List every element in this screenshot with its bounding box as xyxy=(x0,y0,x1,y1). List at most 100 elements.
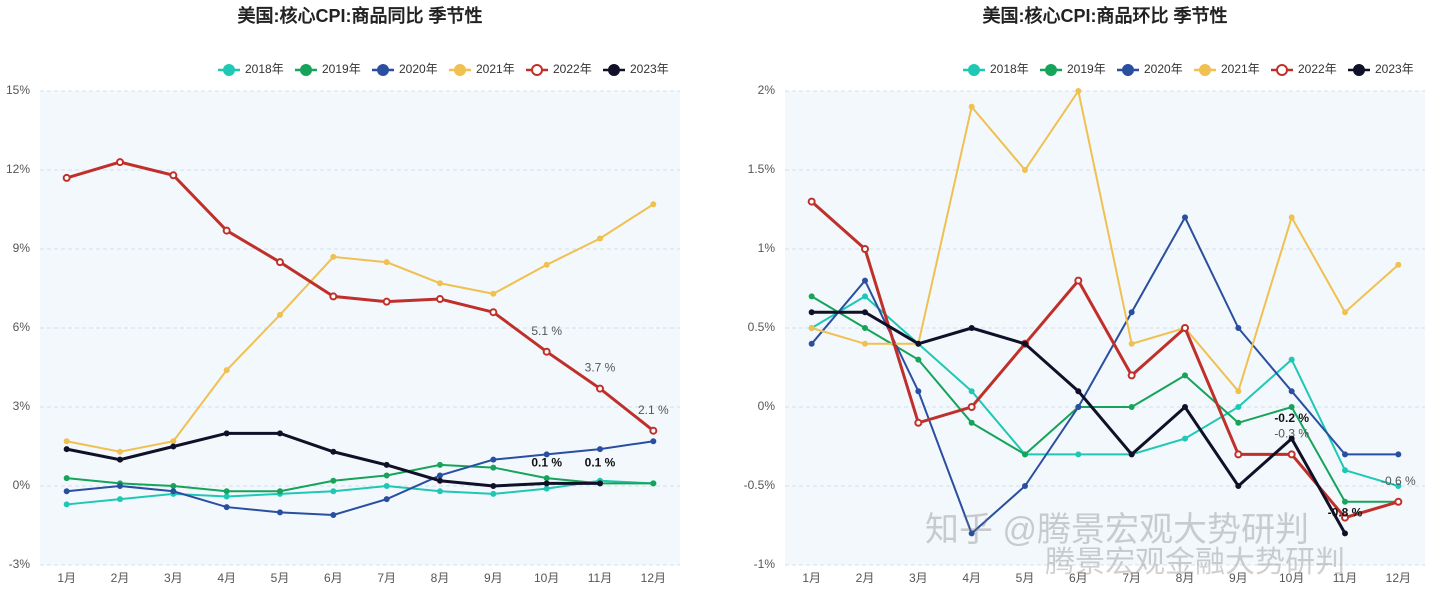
point xyxy=(1342,530,1348,537)
series-line xyxy=(811,295,1399,487)
legend-marker xyxy=(608,64,620,76)
legend-marker xyxy=(1199,64,1211,76)
point xyxy=(1075,451,1082,458)
point xyxy=(277,509,283,516)
point xyxy=(170,488,177,495)
legend-label: 2023年 xyxy=(630,62,669,76)
point xyxy=(862,325,868,331)
x-tick-label: 3月 xyxy=(909,571,928,585)
series-line xyxy=(811,295,1399,503)
point xyxy=(1395,261,1402,268)
value-label: 3.7 % xyxy=(585,361,616,375)
x-tick-label: 8月 xyxy=(1176,571,1195,585)
x-tick-label: 11月 xyxy=(1333,571,1357,585)
y-tick-label: 9% xyxy=(13,241,31,255)
point xyxy=(63,488,70,495)
point xyxy=(915,388,922,395)
x-tick-label: 12月 xyxy=(641,571,666,585)
value-label: 0.1 % xyxy=(585,456,616,470)
point xyxy=(170,438,177,445)
x-tick-label: 2月 xyxy=(111,571,130,585)
x-tick-label: 3月 xyxy=(164,571,183,585)
point xyxy=(490,290,497,297)
point xyxy=(862,293,868,300)
point xyxy=(62,173,71,182)
point xyxy=(1128,451,1135,458)
point xyxy=(1287,450,1296,459)
value-label: 2.1 % xyxy=(638,403,669,417)
y-tick-label: 2% xyxy=(758,83,776,97)
point xyxy=(861,245,869,253)
point xyxy=(597,480,603,487)
point xyxy=(277,430,283,437)
point xyxy=(170,443,177,450)
point xyxy=(808,340,815,347)
point xyxy=(63,446,70,453)
series-line xyxy=(811,88,1399,394)
point xyxy=(117,448,123,455)
point xyxy=(1235,483,1242,489)
point xyxy=(1127,371,1136,380)
point xyxy=(650,201,657,208)
point xyxy=(223,493,230,500)
point xyxy=(489,308,498,317)
point xyxy=(1342,498,1348,505)
y-tick-label: 3% xyxy=(13,399,31,413)
point xyxy=(543,480,550,487)
point xyxy=(862,340,868,347)
x-tick-label: 1月 xyxy=(57,571,76,585)
x-tick-label: 6月 xyxy=(1069,571,1088,585)
point xyxy=(968,530,975,537)
y-tick-label: -0.5% xyxy=(744,478,776,492)
point xyxy=(383,472,390,479)
value-label: -0.2 % xyxy=(1274,411,1309,425)
legend-label: 2019年 xyxy=(322,62,361,76)
point xyxy=(490,456,497,463)
plot-background xyxy=(40,91,680,565)
point xyxy=(808,309,815,316)
point xyxy=(169,171,178,180)
point xyxy=(1128,309,1135,316)
point xyxy=(1235,325,1242,331)
legend-marker xyxy=(300,64,312,76)
legend-label: 2022年 xyxy=(1298,62,1337,76)
point xyxy=(382,297,391,306)
point xyxy=(437,488,443,495)
point xyxy=(170,483,177,489)
point xyxy=(383,461,390,468)
x-tick-label: 6月 xyxy=(324,571,343,585)
point xyxy=(967,403,976,411)
point xyxy=(383,496,390,503)
series-line xyxy=(66,440,654,516)
point xyxy=(436,295,444,304)
y-tick-label: 1.5% xyxy=(748,162,776,176)
legend-label: 2019年 xyxy=(1067,62,1106,76)
series-line xyxy=(66,203,654,453)
point xyxy=(330,253,337,260)
point xyxy=(1075,388,1082,395)
x-tick-label: 10月 xyxy=(534,571,559,585)
point xyxy=(63,475,70,482)
point xyxy=(596,384,604,393)
legend-label: 2018年 xyxy=(245,62,284,76)
point xyxy=(597,235,603,242)
point xyxy=(543,475,550,482)
series-line xyxy=(66,160,655,432)
point xyxy=(63,501,70,508)
legend-marker xyxy=(1045,64,1057,76)
legend-label: 2020年 xyxy=(1144,62,1183,76)
y-tick-label: 0% xyxy=(758,399,776,413)
x-tick-label: 7月 xyxy=(1122,571,1141,585)
point xyxy=(437,472,443,479)
point xyxy=(650,438,657,445)
point xyxy=(222,226,231,235)
point xyxy=(1182,435,1188,442)
point xyxy=(277,488,283,495)
legend-label: 2021年 xyxy=(476,62,515,76)
x-tick-label: 8月 xyxy=(431,571,450,585)
point xyxy=(1288,214,1295,221)
point xyxy=(1342,467,1348,474)
y-tick-label: 1% xyxy=(758,241,776,255)
point xyxy=(329,292,338,301)
